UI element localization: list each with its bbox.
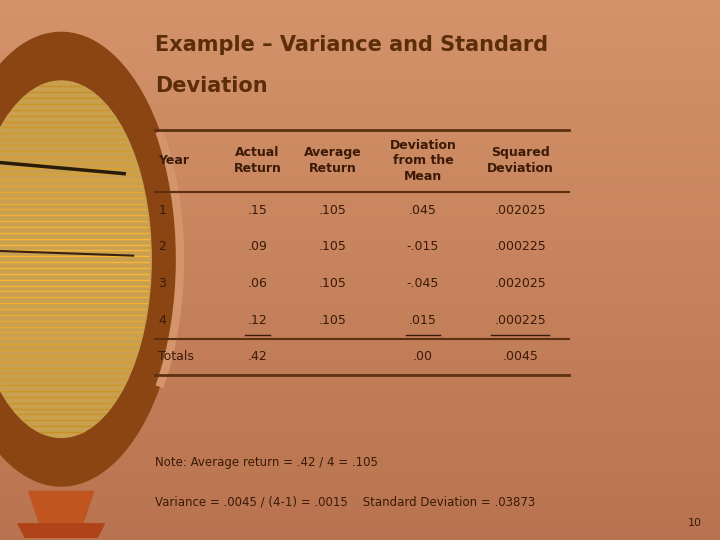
- Text: .105: .105: [319, 204, 347, 217]
- Text: .000225: .000225: [495, 314, 546, 327]
- Text: Squared
Deviation: Squared Deviation: [487, 146, 554, 175]
- Ellipse shape: [0, 81, 151, 437]
- Text: .002025: .002025: [495, 277, 546, 290]
- Text: Note: Average return = .42 / 4 = .105: Note: Average return = .42 / 4 = .105: [155, 456, 378, 469]
- Text: 10: 10: [688, 518, 702, 528]
- Ellipse shape: [0, 32, 180, 486]
- Text: Year: Year: [158, 154, 189, 167]
- Text: .12: .12: [248, 314, 267, 327]
- Text: 4: 4: [158, 314, 166, 327]
- Text: .00: .00: [413, 350, 433, 363]
- Text: .15: .15: [248, 204, 267, 217]
- Text: Example – Variance and Standard: Example – Variance and Standard: [155, 35, 548, 55]
- Text: Totals: Totals: [158, 350, 194, 363]
- Text: 2: 2: [158, 240, 166, 253]
- Text: .09: .09: [248, 240, 267, 253]
- Text: 1: 1: [158, 204, 166, 217]
- Text: .000225: .000225: [495, 240, 546, 253]
- Text: .045: .045: [409, 204, 437, 217]
- Text: Actual
Return: Actual Return: [233, 146, 282, 175]
- Text: 3: 3: [158, 277, 166, 290]
- Text: Deviation
from the
Mean: Deviation from the Mean: [390, 139, 456, 183]
- Text: .105: .105: [319, 277, 347, 290]
- Text: .002025: .002025: [495, 204, 546, 217]
- Text: -.015: -.015: [407, 240, 439, 253]
- Text: .06: .06: [248, 277, 267, 290]
- Text: .0045: .0045: [503, 350, 538, 363]
- Text: .105: .105: [319, 240, 347, 253]
- Text: .42: .42: [248, 350, 267, 363]
- Polygon shape: [29, 491, 94, 524]
- Text: Deviation: Deviation: [155, 76, 267, 96]
- Polygon shape: [18, 524, 104, 537]
- Text: Average
Return: Average Return: [304, 146, 362, 175]
- Text: Variance = .0045 / (4-1) = .0015    Standard Deviation = .03873: Variance = .0045 / (4-1) = .0015 Standar…: [155, 496, 535, 509]
- Text: .015: .015: [409, 314, 437, 327]
- Text: -.045: -.045: [407, 277, 439, 290]
- Text: .105: .105: [319, 314, 347, 327]
